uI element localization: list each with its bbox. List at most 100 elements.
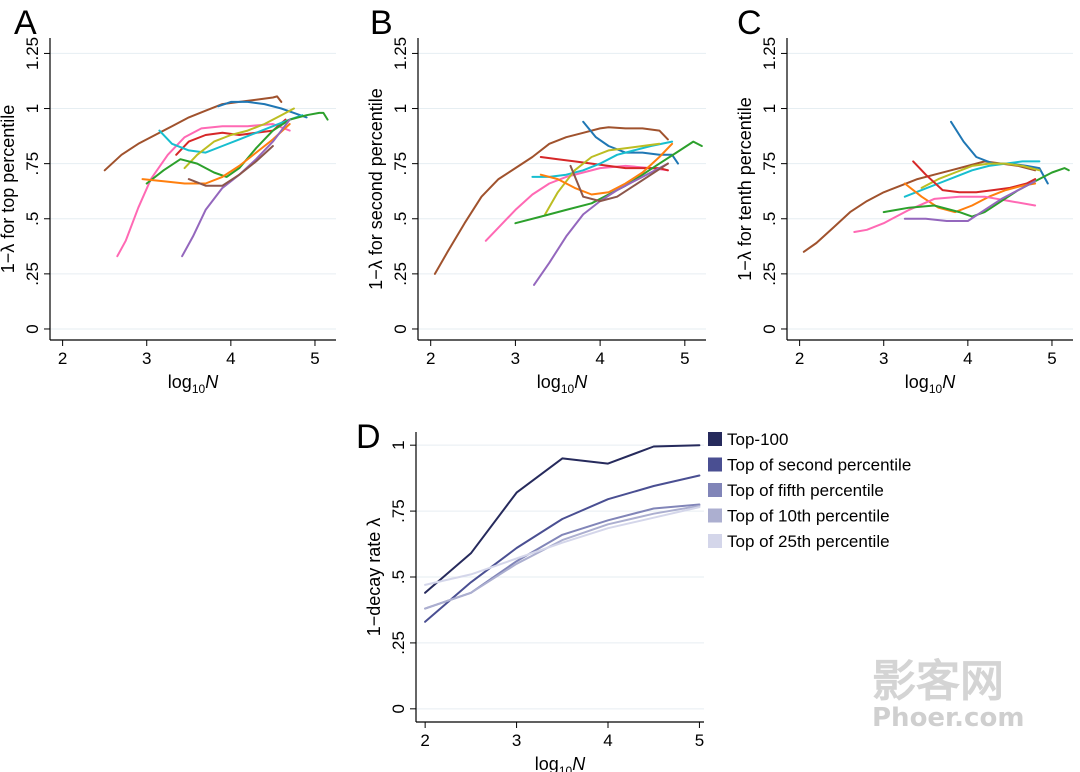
y-tick-label: .75 bbox=[389, 499, 408, 523]
y-tick-label: 1 bbox=[389, 440, 408, 449]
panel-c: C 0 .25 .5 .75 1 1.25 2 3 4 5 log10N 1−λ for tenth p… bbox=[735, 4, 1073, 396]
y-tick-label: 1.25 bbox=[391, 37, 410, 70]
y-axis-label: 1−λ for second percentile bbox=[366, 88, 386, 290]
x-axis-label-sub: 10 bbox=[559, 764, 573, 772]
series-line bbox=[539, 142, 674, 196]
series-line bbox=[544, 142, 661, 216]
x-axis-label: log10N bbox=[535, 754, 586, 772]
legend: Top-100 Top of second percentile Top of fi… bbox=[708, 430, 911, 551]
x-axis-label-var: N bbox=[942, 372, 956, 392]
x-axis-label-base: log bbox=[905, 372, 929, 392]
x-tick-label: 3 bbox=[511, 349, 520, 368]
y-tick-label: 1 bbox=[760, 104, 779, 113]
legend-swatch bbox=[708, 432, 722, 446]
watermark-line1: 影客网 bbox=[872, 656, 1004, 707]
y-tick-label: .25 bbox=[391, 262, 410, 286]
series-line bbox=[103, 95, 283, 172]
legend-swatch bbox=[708, 457, 722, 472]
y-axis-label: 1−λ for tenth percentile bbox=[735, 97, 755, 281]
x-tick-label: 2 bbox=[426, 349, 435, 368]
x-axis-label-sub: 10 bbox=[192, 382, 206, 396]
legend-label: Top of 10th percentile bbox=[727, 507, 890, 526]
series-line bbox=[569, 162, 669, 203]
legend-label: Top of 25th percentile bbox=[727, 532, 890, 551]
y-tick-label: .75 bbox=[760, 152, 779, 176]
x-tick-label: 3 bbox=[879, 349, 888, 368]
series-line bbox=[141, 123, 291, 185]
x-tick-label: 2 bbox=[795, 349, 804, 368]
watermark: 影客网 Phoer.com bbox=[872, 656, 1024, 733]
x-axis-label-var: N bbox=[572, 754, 586, 772]
y-tick-label: 0 bbox=[389, 704, 408, 713]
y-tick-label: 0 bbox=[23, 324, 42, 333]
y-tick-label: 1 bbox=[391, 104, 410, 113]
y-tick-label: 0 bbox=[760, 324, 779, 333]
x-axis-label-base: log bbox=[537, 372, 561, 392]
x-axis-label-sub: 10 bbox=[561, 382, 575, 396]
y-axis-label: 1−λ for top percentile bbox=[0, 105, 18, 274]
series-line bbox=[903, 160, 1041, 198]
series-line bbox=[433, 126, 669, 275]
series-line bbox=[903, 182, 1037, 214]
y-tick-label: .5 bbox=[389, 570, 408, 584]
y-tick-label: .25 bbox=[389, 631, 408, 655]
series-line bbox=[424, 444, 701, 594]
legend-label: Top of second percentile bbox=[727, 456, 911, 475]
series-line bbox=[853, 195, 1037, 233]
x-axis-label-var: N bbox=[574, 372, 588, 392]
x-tick-label: 4 bbox=[595, 349, 604, 368]
series-line bbox=[158, 114, 304, 154]
series-line bbox=[424, 474, 701, 623]
series-line bbox=[484, 164, 669, 242]
series-line bbox=[116, 123, 291, 258]
y-tick-label: 1.25 bbox=[760, 37, 779, 70]
x-axis-label: log10N bbox=[537, 372, 588, 396]
series-line bbox=[217, 100, 308, 119]
series-line bbox=[424, 506, 701, 586]
series-line bbox=[183, 107, 295, 170]
y-tick-label: .25 bbox=[760, 262, 779, 286]
y-axis-label: 1−decay rate λ bbox=[364, 518, 384, 637]
series-line bbox=[424, 504, 701, 610]
x-axis-label: log10N bbox=[168, 372, 219, 396]
series-line bbox=[582, 120, 679, 165]
x-axis-label-sub: 10 bbox=[929, 382, 943, 396]
x-tick-label: 4 bbox=[603, 731, 612, 750]
series-line bbox=[903, 180, 1037, 222]
x-axis-label-var: N bbox=[205, 372, 219, 392]
y-tick-label: .75 bbox=[23, 152, 42, 176]
legend-swatch bbox=[708, 483, 722, 497]
x-tick-label: 5 bbox=[680, 349, 689, 368]
y-tick-label: .25 bbox=[23, 262, 42, 286]
panel-letter: D bbox=[356, 418, 381, 456]
panel-letter: A bbox=[14, 4, 37, 42]
legend-swatch bbox=[708, 508, 722, 523]
legend-label: Top-100 bbox=[727, 430, 788, 449]
x-tick-label: 5 bbox=[310, 349, 319, 368]
x-axis-label: log10N bbox=[905, 372, 956, 396]
y-tick-label: 1 bbox=[23, 104, 42, 113]
y-tick-label: 0 bbox=[391, 324, 410, 333]
y-tick-label: .5 bbox=[760, 212, 779, 226]
watermark-line2: Phoer.com bbox=[872, 703, 1024, 733]
legend-label: Top of fifth percentile bbox=[727, 481, 884, 500]
panel-letter: B bbox=[370, 4, 393, 42]
x-axis-label-base: log bbox=[535, 754, 559, 772]
panel-a: A 0 .25 .5 .75 1 1.25 2 3 4 5 log10N 1−λ for top per… bbox=[0, 4, 336, 396]
x-axis-label-base: log bbox=[168, 372, 192, 392]
x-tick-label: 3 bbox=[512, 731, 521, 750]
y-tick-label: 1.25 bbox=[23, 37, 42, 70]
panel-letter: C bbox=[737, 4, 762, 42]
x-tick-label: 5 bbox=[695, 731, 704, 750]
series-line bbox=[882, 167, 1070, 218]
y-tick-label: .5 bbox=[23, 212, 42, 226]
series-line bbox=[187, 145, 274, 187]
series-line bbox=[920, 162, 1041, 189]
x-tick-label: 5 bbox=[1047, 349, 1056, 368]
panel-b: B 0 .25 .5 .75 1 1.25 2 3 4 5 log10N 1−λ for second … bbox=[366, 4, 706, 396]
x-tick-label: 2 bbox=[420, 731, 429, 750]
series-line bbox=[514, 140, 703, 225]
y-tick-label: .5 bbox=[391, 212, 410, 226]
series-line bbox=[175, 118, 287, 156]
